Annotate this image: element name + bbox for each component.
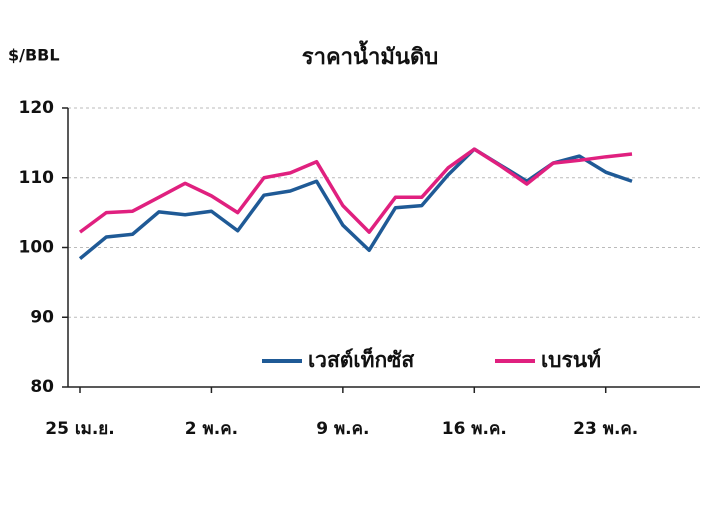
y-tick-label: 100 xyxy=(19,238,55,258)
x-tick-label: 2 พ.ค. xyxy=(185,419,238,439)
legend-label: เบรนท์ xyxy=(541,348,601,372)
x-tick-label: 25 เม.ย. xyxy=(45,419,114,439)
line-series xyxy=(78,147,633,234)
y-tick-label: 120 xyxy=(19,98,55,118)
y-tick-label: 80 xyxy=(30,377,54,397)
y-axis-label: $/BBL xyxy=(8,46,60,65)
x-tick-label: 16 พ.ค. xyxy=(442,419,507,439)
legend-label: เวสต์เท็กซัส xyxy=(308,346,414,372)
y-tick-label: 110 xyxy=(19,168,55,188)
x-tick-label: 9 พ.ค. xyxy=(316,419,369,439)
chart-title: ราคาน้ำมันดิบ xyxy=(302,40,438,70)
y-tick-label: 90 xyxy=(30,307,54,327)
x-tick-label: 23 พ.ค. xyxy=(573,419,638,439)
